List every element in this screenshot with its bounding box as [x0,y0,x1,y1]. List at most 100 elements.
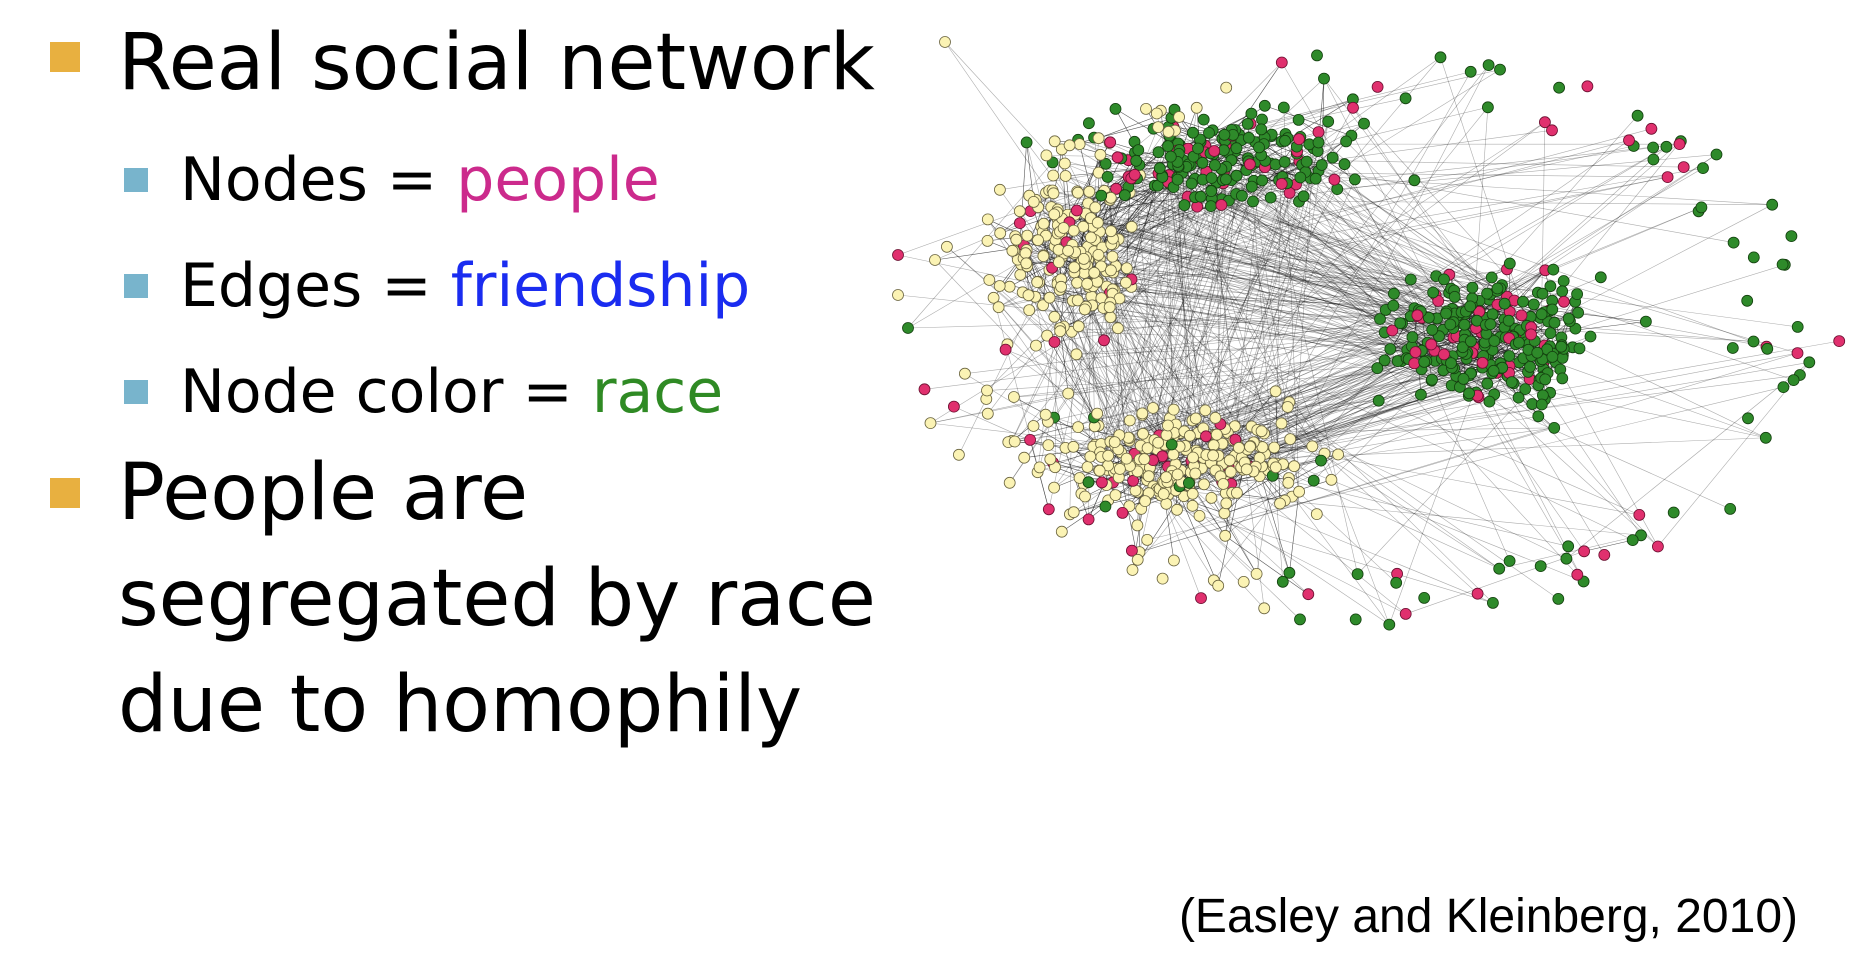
person-node-green [1787,374,1800,387]
person-node-yellow [1137,427,1149,440]
sub-bullet-marker [124,274,148,298]
person-node-green [1387,287,1400,300]
person-node-yellow [1136,407,1149,420]
friendship-edge [1065,175,1494,372]
friendship-edge [1132,167,1266,467]
person-node-yellow [1198,478,1210,491]
person-node-yellow [1047,187,1060,200]
person-node-green [1095,189,1108,202]
person-node-yellow [1224,465,1237,478]
friendship-edge [1087,160,1232,468]
person-node-yellow [939,36,951,48]
person-node-pink [1661,171,1674,184]
person-node-yellow [929,254,941,266]
friendship-edge [944,41,1218,435]
person-node-green [1387,299,1400,312]
person-node-pink [1652,540,1664,553]
friendship-edge [1211,497,1257,575]
friendship-edge [1114,441,1139,560]
person-node-yellow [1152,436,1165,449]
person-node-pink [1432,295,1445,307]
person-node-yellow [1157,488,1170,500]
person-node-pink [1098,334,1110,347]
friendship-edge [1144,146,1667,460]
person-node-green [1307,474,1320,487]
friendship-edge [1025,190,1050,254]
friendship-edge [1250,123,1423,318]
person-node-green [1311,49,1323,62]
bullet-text-line: due to homophily [118,660,803,750]
person-node-green [1488,335,1501,347]
person-node-yellow [1063,139,1076,152]
person-node-pink [1539,116,1551,129]
person-node-yellow [1269,461,1282,474]
person-node-green [1571,288,1583,301]
person-node-green [1418,592,1431,604]
person-node-yellow [1058,157,1071,170]
person-node-green [1491,282,1504,295]
person-node-green [1406,331,1419,344]
person-node-green [1196,156,1209,169]
person-node-yellow [1250,568,1263,580]
person-node-green [1130,154,1143,167]
person-node-yellow [1147,402,1159,414]
person-node-green [1348,173,1361,186]
bullet-text-line: People are [118,448,529,538]
nodes-label: Nodes = [180,145,457,215]
person-node-pink [1386,324,1399,337]
person-node-pink [1578,545,1590,558]
person-node-green [1532,410,1545,423]
person-node-yellow [1037,299,1049,312]
person-node-green [1445,357,1457,370]
person-node-yellow [1139,495,1152,508]
person-node-green [1573,342,1586,355]
person-node-green [1742,412,1754,425]
friendship-edge [1059,331,1099,426]
person-node-green [1494,63,1506,76]
person-node-yellow [1006,244,1019,257]
person-node-green [1458,318,1471,331]
friendship-edge [1234,201,1300,427]
person-node-green [1727,236,1740,249]
person-node-green [1535,398,1548,411]
friendship-edge [1173,97,1406,148]
friendship-edge [1200,196,1447,314]
friendship-edge [1224,535,1309,595]
person-node-yellow [1125,220,1138,233]
person-node-green [1481,287,1493,300]
person-node-yellow [1041,329,1054,342]
person-node-pink [1013,217,1026,230]
person-node-yellow [1212,579,1225,592]
person-node-yellow [1218,507,1231,520]
friendship-edge [1079,186,1253,479]
person-node-pink [1347,101,1359,114]
person-node-yellow [1008,391,1020,403]
person-node-green [1594,271,1607,284]
friendship-edge [1293,148,1314,467]
bullet-node-color: Node color = race [180,352,723,432]
friendship-edge [1138,149,1422,319]
friendship-edge [1270,163,1498,289]
person-node-pink [1571,568,1584,581]
friendship-edge [1135,160,1290,573]
friendship-edge [1054,204,1185,247]
person-node-yellow [1219,529,1232,542]
person-node-yellow [1077,252,1090,265]
person-node-green [1294,171,1307,184]
friendship-edge [1214,165,1390,625]
friendship-edge [1296,151,1501,289]
friendship-edge [1550,321,1646,334]
person-node-yellow [1173,111,1186,123]
person-node-green [1338,158,1351,171]
person-node-pink [1070,204,1083,217]
person-node-yellow [994,183,1006,196]
person-node-pink [1111,151,1124,164]
person-node-green [1109,103,1122,115]
friendship-edge [1211,198,1480,302]
person-node-green [1548,316,1561,329]
person-node-yellow [1013,205,1026,218]
person-node-yellow [1282,476,1295,489]
person-node-green [1256,113,1268,126]
person-node-pink [1024,433,1037,446]
friendship-edge [1486,167,1704,294]
